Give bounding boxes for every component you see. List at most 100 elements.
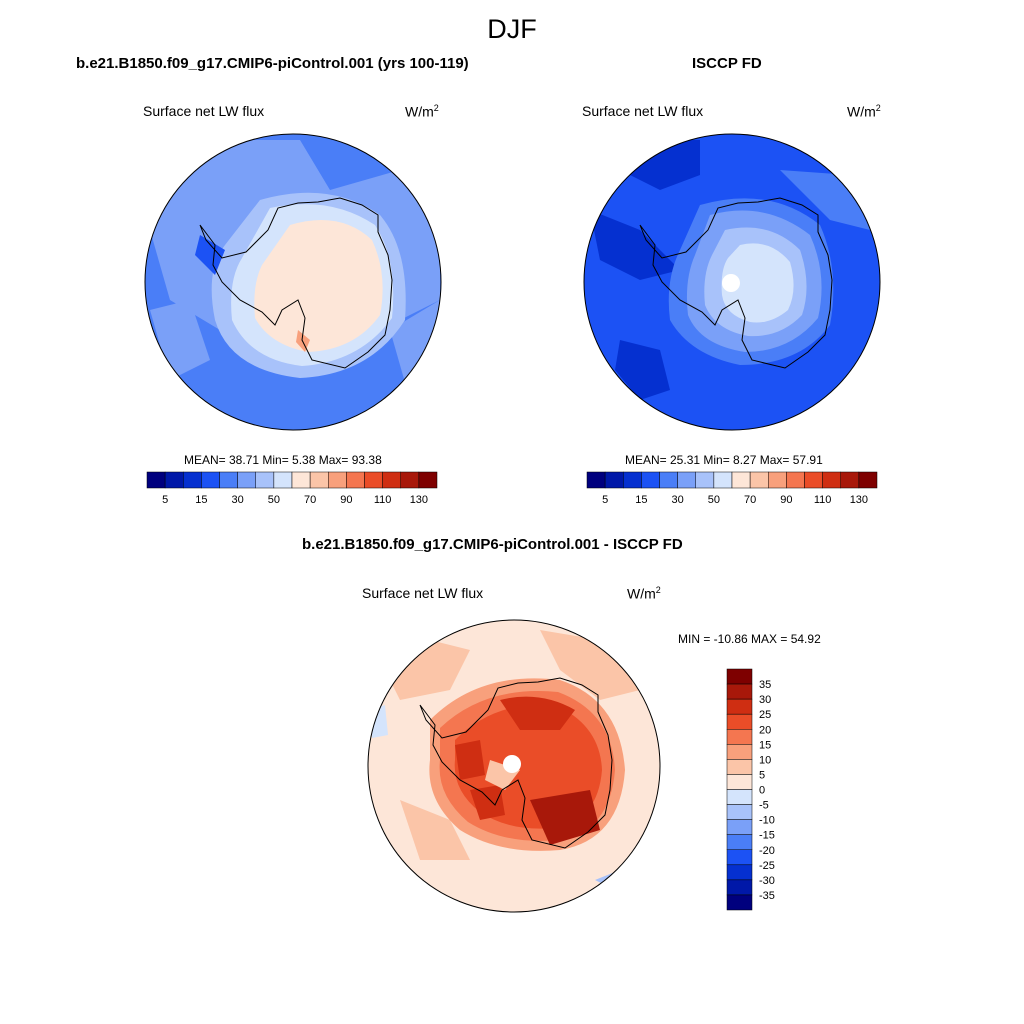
model-colorbar-box [309,471,329,489]
diff-colorbar-tick-label: 35 [759,679,771,691]
obs-colorbar-box [586,471,606,489]
model-colorbar-tick-label: 70 [304,494,316,506]
model-colorbar-box [201,471,220,489]
diff-colorbar-box [726,759,753,775]
obs-colorbar-tick-label: 15 [635,494,647,506]
diff-colorbar-tick-label: -25 [759,860,775,872]
obs-units-label: W/m2 [847,103,881,120]
diff-colorbar-tick-label: 30 [759,694,771,706]
obs-colorbar-tick-label: 110 [814,494,832,506]
obs-colorbar-box [786,471,805,489]
diff-coastline [419,677,613,849]
model-map [145,134,441,430]
diff-colorbar-tick-label: 10 [759,754,771,766]
obs-colorbar-box [623,471,642,489]
obs-colorbar-tick-label: 90 [780,494,792,506]
model-colorbar-tick-label: 110 [374,494,392,506]
diff-colorbar-tick-label: -10 [759,815,775,827]
diff-colorbar-box [726,698,753,715]
obs-stats: MEAN= 25.31 Min= 8.27 Max= 57.91 [625,453,823,467]
obs-colorbar-tick-label: 70 [744,494,756,506]
model-colorbar-box [237,471,256,489]
diff-colorbar-box [726,789,753,805]
model-colorbar-box [382,471,401,489]
obs-map-border [583,133,881,431]
diff-colorbar-tick-label: 20 [759,724,771,736]
model-variable-label: Surface net LW flux [143,103,265,119]
model-units-label: W/m2 [405,103,439,120]
obs-colorbar-box [659,471,678,489]
diff-colorbar-box [726,668,753,685]
obs-colorbar-box [641,471,660,489]
obs-missing-pole [722,274,740,292]
diff-colorbar-box [726,713,753,730]
obs-colorbar-box [604,471,624,489]
model-colorbar-tick-label: 50 [268,494,280,506]
model-colorbar-box [219,471,238,489]
model-colorbar: 5 15 30 50 70 90 110 130 [146,471,438,506]
diff-missing-pole [503,755,521,773]
obs-colorbar-box [695,471,715,489]
obs-panel-title: ISCCP FD [692,55,762,72]
obs-colorbar-box [840,471,860,489]
model-colorbar-tick-label: 15 [195,494,207,506]
diff-colorbar-tick-label: -20 [759,845,775,857]
diff-colorbar-box [726,849,753,866]
diff-colorbar-tick-label: 5 [759,769,765,781]
diff-colorbar-box [726,819,753,835]
diff-colorbar-tick-label: 25 [759,709,771,721]
obs-colorbar-box [677,471,696,489]
obs-colorbar-box [713,471,733,489]
diff-variable-label: Surface net LW flux [362,585,484,601]
model-colorbar-box [418,471,438,489]
model-colorbar-box [400,471,420,489]
diff-colorbar-tick-label: -15 [759,830,775,842]
diff-colorbar-tick-label: 0 [759,785,765,797]
diff-colorbar-box [726,894,753,911]
diff-colorbar-box [726,864,753,881]
diff-panel-title: b.e21.B1850.f09_g17.CMIP6-piControl.001 … [302,536,683,553]
diff-units-label: W/m2 [627,585,661,602]
obs-colorbar: 5 15 30 50 70 90 110 130 [586,471,878,506]
diff-colorbar-box [726,744,753,760]
model-coastline [199,197,393,369]
obs-colorbar-box [822,471,841,489]
model-colorbar-tick-label: 130 [410,494,428,506]
obs-colorbar-box [858,471,878,489]
obs-colorbar-tick-label: 30 [672,494,684,506]
model-colorbar-tick-label: 90 [340,494,352,506]
model-colorbar-box [255,471,275,489]
model-stats: MEAN= 38.71 Min= 5.38 Max= 93.38 [184,453,382,467]
obs-colorbar-box [731,471,751,489]
diff-colorbar: 35 30 25 20 15 10 5 0 -5 -10 -15 -20 -25 -30 -35 [726,668,775,911]
model-colorbar-box [164,471,184,489]
obs-colorbar-box [804,471,823,489]
diff-colorbar-tick-label: 15 [759,739,771,751]
model-panel-title: b.e21.B1850.f09_g17.CMIP6-piControl.001 … [76,55,469,72]
model-map-border [144,133,442,431]
diff-colorbar-tick-label: -5 [759,800,769,812]
diff-colorbar-box [726,774,753,790]
model-colorbar-box [273,471,293,489]
obs-colorbar-tick-label: 130 [850,494,868,506]
obs-colorbar-tick-label: 5 [602,494,608,506]
diff-map [368,620,660,912]
diff-colorbar-box [726,834,753,850]
obs-variable-label: Surface net LW flux [582,103,704,119]
diff-map-border [367,619,661,913]
model-colorbar-tick-label: 30 [232,494,244,506]
diff-colorbar-box [726,683,753,700]
diff-colorbar-box [726,729,753,745]
model-colorbar-box [328,471,347,489]
model-colorbar-box [146,471,166,489]
obs-colorbar-box [749,471,769,489]
model-colorbar-tick-label: 5 [162,494,168,506]
model-colorbar-box [364,471,383,489]
figure-title: DJF [487,14,537,44]
model-colorbar-box [291,471,311,489]
diff-colorbar-box [726,879,753,896]
diff-stats: MIN = -10.86 MAX = 54.92 [678,632,821,646]
obs-colorbar-box [768,471,787,489]
obs-coastline [639,197,833,369]
